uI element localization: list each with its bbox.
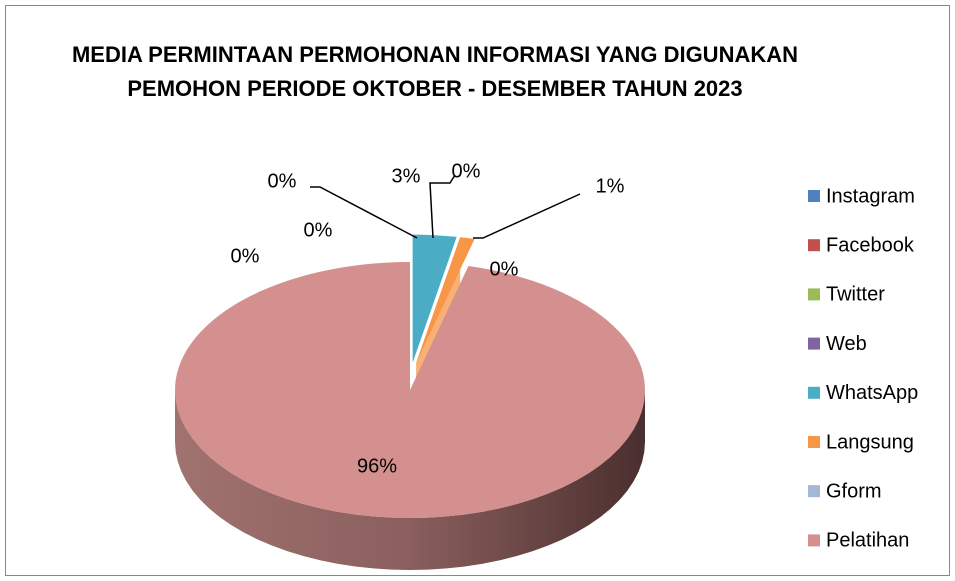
- data-label: 3%: [392, 165, 421, 187]
- data-label: 1%: [596, 175, 625, 197]
- legend-swatch: [808, 485, 820, 498]
- legend-swatch: [808, 288, 820, 301]
- legend-label: Gform: [826, 480, 882, 502]
- legend-swatch: [808, 436, 820, 448]
- data-label: 0%: [304, 219, 333, 241]
- legend-label: Langsung: [826, 431, 914, 453]
- legend-swatch: [808, 190, 820, 202]
- pie-slice: [416, 237, 475, 363]
- legend-label: Instagram: [826, 185, 915, 207]
- pie-side: [175, 390, 645, 570]
- legend-label: Twitter: [826, 284, 885, 306]
- data-label: 0%: [452, 160, 481, 182]
- legend-label: Pelatihan: [826, 530, 909, 552]
- legend-label: Web: [826, 333, 867, 355]
- leader-line: [310, 186, 418, 239]
- data-label: 96%: [357, 455, 397, 477]
- leader-line: [429, 182, 440, 239]
- data-label: 0%: [231, 245, 260, 267]
- legend-swatch: [808, 386, 820, 399]
- legend-label: Facebook: [826, 234, 915, 256]
- data-label: 0%: [268, 170, 297, 192]
- chart-border: [5, 5, 950, 576]
- pie-slice: [412, 234, 457, 363]
- pie-slice: [175, 262, 645, 518]
- data-label: 0%: [490, 258, 519, 280]
- legend-swatch: [808, 239, 820, 252]
- legend-label: WhatsApp: [826, 382, 918, 404]
- legend-swatch: [808, 534, 820, 547]
- chart-title: MEDIA PERMINTAAN PERMOHONAN INFORMASI YA…: [71, 42, 799, 101]
- leader-line: [473, 193, 581, 239]
- legend-swatch: [808, 337, 820, 350]
- leader-line: [440, 174, 456, 184]
